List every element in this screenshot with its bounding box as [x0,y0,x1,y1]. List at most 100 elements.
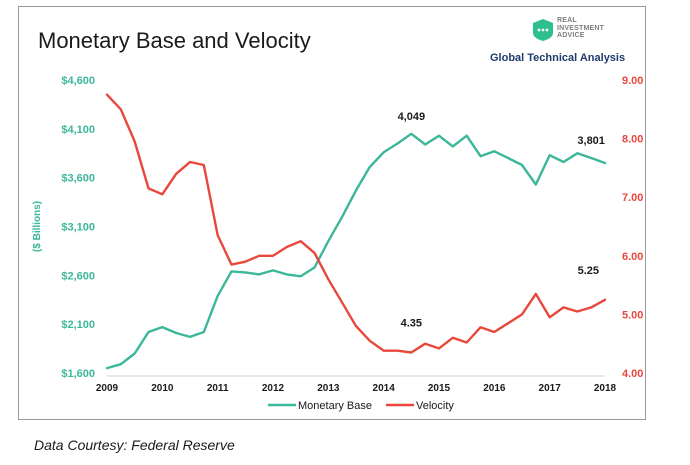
data-point [465,134,468,137]
y-left-tick-label: $1,600 [61,368,95,380]
data-point [327,240,330,242]
y-right-tick-label: 7.00 [622,192,643,204]
data-point [465,341,468,344]
x-tick-label: 2009 [96,383,119,394]
data-source-note: Data Courtesy: Federal Reserve [34,437,235,453]
data-point [479,326,482,329]
data-point [216,295,219,297]
data-point [424,342,426,345]
data-point [479,155,482,157]
data-point [299,240,302,242]
y-left-tick-label: $3,100 [61,222,95,234]
x-tick-label: 2010 [151,383,174,394]
data-point [396,349,399,352]
data-point [161,193,164,196]
data-point [313,266,316,269]
data-point [258,255,260,257]
brand-logo: REAL INVESTMENT ADVICE [533,17,613,45]
data-point [548,316,551,319]
series-line-velocity [105,93,607,354]
x-tick-label: 2013 [317,383,340,394]
data-point [590,157,592,159]
data-point [272,269,274,272]
data-point [175,332,177,334]
x-tick-label: 2018 [594,383,617,394]
data-point [369,339,371,342]
data-point [410,133,413,135]
data-point [203,164,205,166]
legend-label: Monetary Base [298,400,372,412]
data-label: 5.25 [578,265,599,277]
x-tick-label: 2017 [539,383,562,394]
data-point [562,306,565,309]
y-right-tick-label: 4.00 [622,368,643,380]
data-point [382,151,385,154]
data-point [535,183,537,186]
data-point [382,349,385,352]
data-point [604,298,606,301]
data-point [133,140,136,143]
data-label: 3,801 [577,135,605,147]
data-point [576,152,579,155]
real-investment-advice-logo-icon [533,19,553,41]
data-point [576,310,579,313]
brand-name: REAL INVESTMENT ADVICE [557,17,605,39]
data-point [203,331,205,333]
x-tick-label: 2014 [373,383,396,394]
data-point [230,263,233,266]
data-point [216,234,219,237]
data-point [369,166,371,168]
y-left-tick-label: $2,600 [61,270,95,282]
data-point [548,154,551,157]
data-label: 4,049 [398,111,426,123]
data-point [396,142,399,145]
data-point [341,301,343,304]
data-point [147,331,150,333]
data-point [313,252,316,254]
x-tick-label: 2016 [483,383,506,394]
data-point [521,313,523,316]
data-point [493,331,496,333]
legend: Monetary Base Velocity [268,400,454,412]
data-point [327,278,330,281]
data-point [133,352,136,355]
data-point [590,306,592,309]
chart-title: Monetary Base and Velocity [38,28,311,53]
data-point [507,157,509,159]
data-point [161,326,164,328]
legend-item-velocity: Velocity [386,400,454,412]
y-right-tick-label: 5.00 [622,309,643,321]
series-lines [105,93,607,370]
y-right-tick-label: 9.00 [622,75,643,87]
data-point [604,162,606,164]
data-point [120,363,122,366]
chart-frame [18,6,646,420]
data-point [355,325,357,327]
data-point [438,347,440,350]
x-tick-label: 2012 [262,383,285,394]
y-left-tick-label: $3,600 [61,173,95,185]
data-point [106,93,108,96]
data-point [286,273,288,276]
data-point [258,273,260,276]
data-point [286,246,288,248]
data-point [341,215,343,218]
data-point [120,108,122,111]
y-right-tick-labels: 4.00 5.00 6.00 7.00 8.00 9.00 [622,75,643,380]
x-tick-label: 2015 [428,383,451,394]
data-point [106,367,108,369]
data-point [230,270,233,273]
y-right-tick-label: 6.00 [622,251,643,263]
y-left-axis-label: ($ Billions) [32,201,43,252]
data-point [189,161,191,163]
y-left-tick-label: $4,600 [61,75,95,87]
data-point [410,351,413,354]
data-point [244,271,247,274]
legend-item-monetary-base: Monetary Base [268,400,372,412]
y-left-tick-labels: $1,600 $2,100 $2,600 $3,100 $3,600 $4,100 $4,6… [61,75,95,380]
data-point [175,172,177,175]
data-point [507,322,509,324]
data-point [355,189,357,192]
data-point [272,255,274,257]
